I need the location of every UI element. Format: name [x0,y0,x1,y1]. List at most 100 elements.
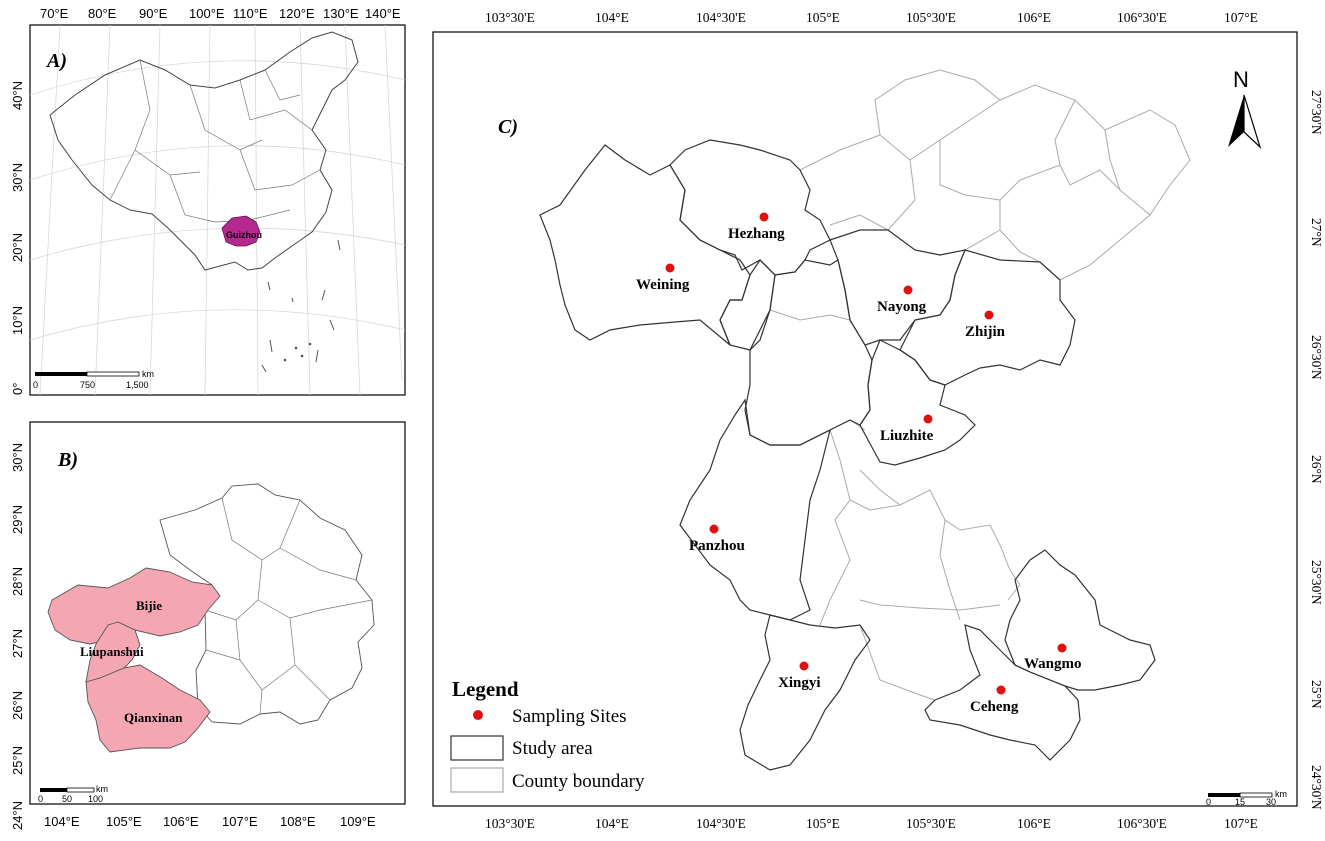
tick-label: 107°E [222,814,258,829]
tick-label: 106°30'E [1117,816,1167,831]
scale-label: 1,500 [126,380,149,390]
legend-title: Legend [452,677,519,701]
panel-a-scalebar: 0 750 1,500 km [33,369,154,390]
north-arrow: N [1228,67,1262,149]
north-arrow-left-half [1228,95,1244,147]
china-outline [49,31,359,271]
site-label: Zhijin [965,324,1006,340]
tick-label: 80°E [88,6,117,21]
tick-label: 25°N [10,746,25,775]
north-arrow-right-half [1243,94,1262,149]
tick-label: 110°E [233,6,268,21]
tick-label: 70°E [40,6,69,21]
tick-label: 30°N [10,163,25,192]
panel-a-top-ticks: 70°E 80°E 90°E 100°E 110°E 120°E 130°E 1… [40,6,401,21]
site-ceheng-marker [996,685,1006,695]
panel-a-frame [29,24,406,396]
tick-label: 105°E [806,10,840,25]
tick-label: 105°E [806,816,840,831]
scale-unit: km [142,369,154,379]
guizhou-label: Guizhou [226,230,262,240]
panel-a: 70°E 80°E 90°E 100°E 110°E 120°E 130°E 1… [10,6,406,396]
china-provinces [109,59,321,223]
site-nayong-marker [903,285,913,295]
tick-label: 104°E [595,10,629,25]
tick-label: 25°N [1309,680,1324,709]
tick-label: 120°E [279,6,315,21]
region-bijie [47,567,221,645]
county-boundaries [749,69,1191,701]
tick-label: 25°30'N [1309,560,1324,605]
scale-unit: km [96,784,108,794]
site-label: Wangmo [1024,656,1082,672]
scale-label: 750 [80,380,95,390]
scale-label: 0 [38,794,43,804]
tick-label: 103°30'E [485,816,535,831]
scale-label: 30 [1266,797,1276,807]
scale-unit: km [1275,789,1287,799]
site-label: Liuzhite [880,428,934,444]
site-weining-marker [665,263,675,273]
panel-c-right-ticks: 27°30'N 27°N 26°30'N 26°N 25°30'N 25°N 2… [1309,90,1324,810]
tick-label: 26°N [10,691,25,720]
panel-c-top-ticks: 103°30'E 104°E 104°30'E 105°E 105°30'E 1… [485,10,1258,25]
region-label-bijie: Bijie [136,598,162,613]
tick-label: 24°30'N [1309,765,1324,810]
site-wangmo-marker [1057,643,1067,653]
region-qianxinan [85,664,211,753]
site-label: Ceheng [970,699,1019,715]
tick-label: 104°E [44,814,80,829]
north-arrow-label: N [1233,67,1249,92]
tick-label: 106°E [1017,10,1051,25]
panel-b-label: B) [57,449,78,471]
legend-county-boundary-swatch [450,767,504,793]
tick-label: 0° [10,383,25,395]
legend-item-study-area: Study area [512,738,593,759]
region-label-liupanshui: Liupanshui [80,644,144,659]
site-liuzhite-marker [923,414,933,424]
site-label: Weining [636,277,690,293]
tick-label: 27°N [1309,218,1324,247]
panel-c-label: C) [498,116,518,138]
site-label: Nayong [877,299,927,315]
tick-label: 27°30'N [1309,90,1324,135]
guizhou-highlight [221,215,261,247]
sampling-sites: Hezhang Weining Nayong Zhijin Liuzhite P… [636,212,1082,715]
tick-label: 40°N [10,81,25,110]
panel-a-left-ticks: 40°N 30°N 20°N 10°N 0° [10,81,25,395]
panel-c: 103°30'E 104°E 104°30'E 105°E 105°30'E 1… [432,10,1324,831]
scale-label: 0 [1206,797,1211,807]
tick-label: 140°E [365,6,401,21]
scale-label: 50 [62,794,72,804]
tick-label: 105°30'E [906,10,956,25]
panel-c-bottom-ticks: 103°30'E 104°E 104°30'E 105°E 105°30'E 1… [485,816,1258,831]
panel-a-label: A) [45,50,67,72]
site-xingyi-marker [799,661,809,671]
tick-label: 104°E [595,816,629,831]
tick-label: 20°N [10,233,25,262]
scale-label: 0 [33,380,38,390]
guizhou-internal-boundaries [204,497,373,715]
tick-label: 107°E [1224,10,1258,25]
county-ceheng [924,624,1081,761]
county-middle-1 [719,259,776,351]
tick-label: 106°30'E [1117,10,1167,25]
tick-label: 109°E [340,814,376,829]
panel-c-scalebar: 0 15 30 km [1206,789,1287,807]
site-label: Hezhang [728,226,785,242]
tick-label: 27°N [10,629,25,658]
tick-label: 90°E [139,6,168,21]
tick-label: 26°N [1309,455,1324,484]
tick-label: 103°30'E [485,10,535,25]
tick-label: 105°30'E [906,816,956,831]
panel-b-scalebar: 0 50 100 km [38,784,108,804]
panel-b-left-ticks: 30°N 29°N 28°N 27°N 26°N 25°N 24°N [10,443,25,830]
panel-b: 30°N 29°N 28°N 27°N 26°N 25°N 24°N 104°E… [10,421,406,830]
county-zhijin [899,249,1076,386]
tick-label: 104°30'E [696,10,746,25]
sea-islands [261,239,341,373]
legend-site-marker [473,710,483,720]
county-hezhang [669,139,831,276]
tick-label: 104°30'E [696,816,746,831]
